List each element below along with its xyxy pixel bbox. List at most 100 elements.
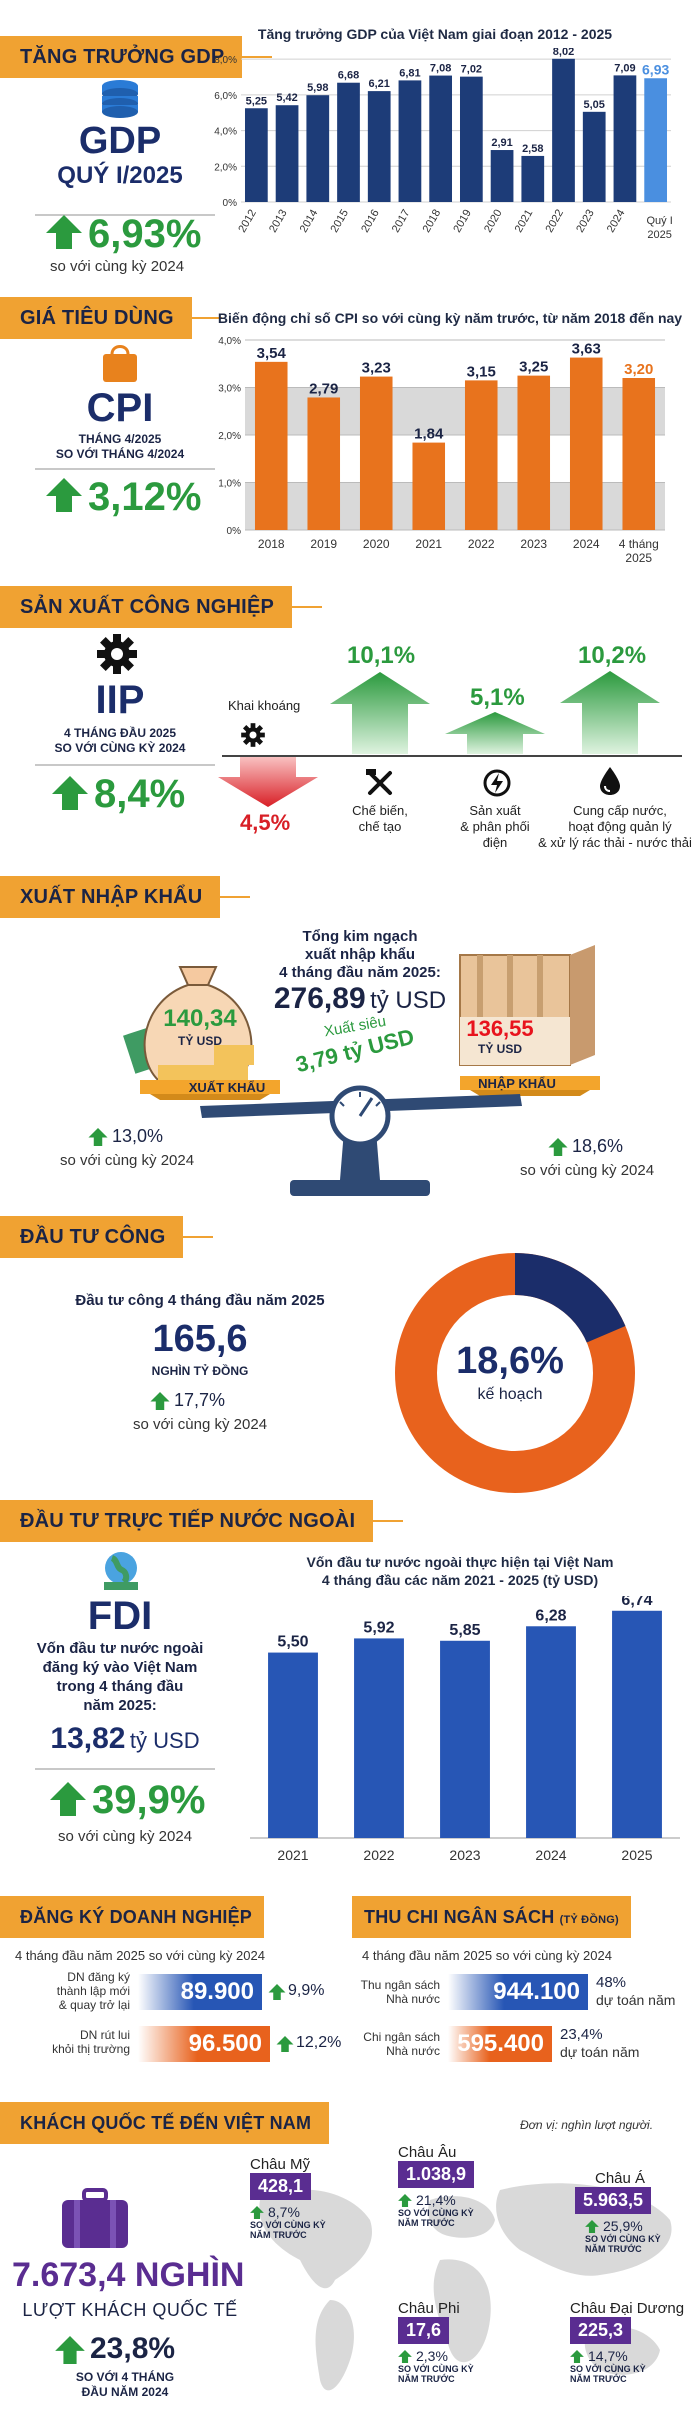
x-tick-label: 2025 xyxy=(647,229,671,241)
bar xyxy=(526,1626,576,1838)
import-compare: so với cùng kỳ 2024 xyxy=(520,1162,655,1179)
bar xyxy=(398,80,422,202)
x-tick-label: 2015 xyxy=(328,208,351,235)
export-compare: so với cùng kỳ 2024 xyxy=(60,1152,195,1169)
data-label: 5,42 xyxy=(276,92,297,104)
region-name: Châu Đại Dương xyxy=(570,2300,685,2317)
up-arrow-icon xyxy=(276,2036,294,2057)
header-line xyxy=(242,56,273,58)
header-line xyxy=(183,1236,214,1238)
bar xyxy=(367,91,391,202)
public-invest-header: ĐẦU TƯ CÔNG xyxy=(0,1216,214,1258)
bar xyxy=(613,75,637,202)
bar xyxy=(459,76,483,202)
region-compare-1: SO VỚI CÙNG KỲ xyxy=(570,2364,646,2374)
biz-new-growth: 9,9% xyxy=(288,1982,325,1999)
budget-spend-note: dự toán năm xyxy=(560,2044,640,2060)
public-invest-value: 165,6 xyxy=(152,1318,248,1360)
mining-label: Khai khoáng xyxy=(228,698,301,713)
region-asia: Châu Á 5.963,5 25,9% SO VỚI CÙNG KỲ NĂM … xyxy=(575,2170,695,2254)
data-label: 5,05 xyxy=(584,99,605,111)
bar xyxy=(412,442,446,530)
x-tick-label: 2024 xyxy=(573,537,600,551)
region-value: 17,6 xyxy=(398,2317,450,2344)
data-label: 5,50 xyxy=(277,1634,308,1651)
biz-new-value: 89.900 xyxy=(138,1974,262,2010)
data-label: 8,02 xyxy=(553,48,574,58)
bar xyxy=(307,397,341,530)
divider xyxy=(35,214,215,216)
x-tick-label: 2022 xyxy=(543,208,566,235)
data-label: 7,09 xyxy=(614,62,635,74)
bar xyxy=(612,1610,662,1838)
y-tick-label: 0% xyxy=(227,526,242,537)
bar xyxy=(569,357,603,530)
suitcase-icon xyxy=(60,2188,130,2255)
bar xyxy=(354,1638,404,1838)
fdi-chart-title-2: 4 tháng đầu các năm 2021 - 2025 (tỷ USD) xyxy=(321,1572,599,1588)
region-compare-1: SO VỚI CÙNG KỲ xyxy=(250,2220,326,2230)
data-label: 6,81 xyxy=(399,67,420,79)
power-label-1: Sản xuất xyxy=(469,803,521,818)
bar xyxy=(429,75,453,202)
import-value: 136,55 xyxy=(466,1016,534,1041)
data-label: 6,21 xyxy=(369,78,390,90)
region-growth: 25,9% xyxy=(603,2218,643,2234)
public-invest-header-label: ĐẦU TƯ CÔNG xyxy=(0,1216,184,1258)
up-arrow-icon xyxy=(52,776,88,815)
biz-new-label-3: & quay trở lại xyxy=(58,1998,130,2012)
export-growth: 13,0% xyxy=(112,1126,164,1146)
region-compare-1: SO VỚI CÙNG KỲ xyxy=(585,2234,661,2244)
bar xyxy=(337,82,360,202)
bar xyxy=(644,78,668,202)
balance-scale-icon xyxy=(120,1070,600,1205)
cpi-period-1: THÁNG 4/2025 xyxy=(78,432,162,446)
trade-header: XUẤT NHẬP KHẨU xyxy=(0,876,251,918)
gdp-title: GDP xyxy=(78,120,162,162)
x-tick-label: 2020 xyxy=(482,208,505,235)
water-value: 10,2% xyxy=(578,642,647,669)
iip-header: SẢN XUẤT CÔNG NGHIỆP xyxy=(0,586,323,628)
fdi-title: FDI xyxy=(87,1594,153,1638)
trade-total-value: 276,89 tỷ USD xyxy=(250,982,470,1016)
cpi-period-2: SO VỚI THÁNG 4/2024 xyxy=(55,447,185,461)
region-value: 5.963,5 xyxy=(575,2187,652,2214)
up-arrow-icon xyxy=(398,2349,412,2363)
fdi-desc-2: đăng ký vào Việt Nam xyxy=(42,1659,198,1676)
gdp-compare: so với cùng kỳ 2024 xyxy=(50,258,185,275)
mining-value: 4,5% xyxy=(240,810,291,835)
gdp-chart-title: Tăng trưởng GDP của Việt Nam giai đoạn 2… xyxy=(257,26,613,42)
x-tick-label: 2021 xyxy=(513,208,536,235)
data-label: 5,25 xyxy=(246,95,267,107)
budget-spend-value: 595.400 xyxy=(448,2026,552,2062)
trade-total-line1: Tổng kim ngạch xyxy=(302,928,418,945)
up-arrow-icon xyxy=(585,2219,599,2233)
x-tick-label: 2014 xyxy=(298,208,321,235)
tourism-header: KHÁCH QUỐC TẾ ĐẾN VIỆT NAM xyxy=(0,2102,330,2144)
fdi-desc-4: năm 2025: xyxy=(83,1697,157,1714)
region-name: Châu Âu xyxy=(398,2144,457,2161)
budget-spend-label-2: Nhà nước xyxy=(386,2044,440,2058)
public-invest-compare: so với cùng kỳ 2024 xyxy=(132,1416,268,1433)
shopping-bag-icon xyxy=(100,340,140,389)
biz-exit-growth: 12,2% xyxy=(296,2034,342,2051)
fdi-chart-title-1: Vốn đầu tư nước ngoài thực hiện tại Việt… xyxy=(306,1554,614,1570)
x-tick-label: 2016 xyxy=(359,208,382,235)
budget-rev-note: dự toán năm xyxy=(596,1992,676,2008)
bar xyxy=(517,375,551,530)
fdi-header-label: ĐẦU TƯ TRỰC TIẾP NƯỚC NGOÀI xyxy=(0,1500,374,1542)
budget-header-title: THU CHI NGÂN SÁCH xyxy=(364,1907,555,1927)
region-value: 1.038,9 xyxy=(398,2161,475,2188)
down-arrow-icon xyxy=(218,757,318,812)
tourism-total-label: LƯỢT KHÁCH QUỐC TẾ xyxy=(22,2300,238,2320)
region-growth: 21,4% xyxy=(416,2192,456,2208)
donut-label: kế hoạch xyxy=(477,1386,543,1403)
region-name: Châu Phi xyxy=(398,2300,460,2317)
up-arrow-icon xyxy=(50,1782,86,1821)
y-tick-label: 2,0% xyxy=(218,431,241,442)
x-tick-label: 2017 xyxy=(390,208,413,235)
up-arrow-icon xyxy=(55,2336,85,2369)
x-tick-label: 2018 xyxy=(421,208,444,235)
export-unit: TỶ USD xyxy=(177,1034,222,1048)
data-label: 3,15 xyxy=(467,363,496,380)
